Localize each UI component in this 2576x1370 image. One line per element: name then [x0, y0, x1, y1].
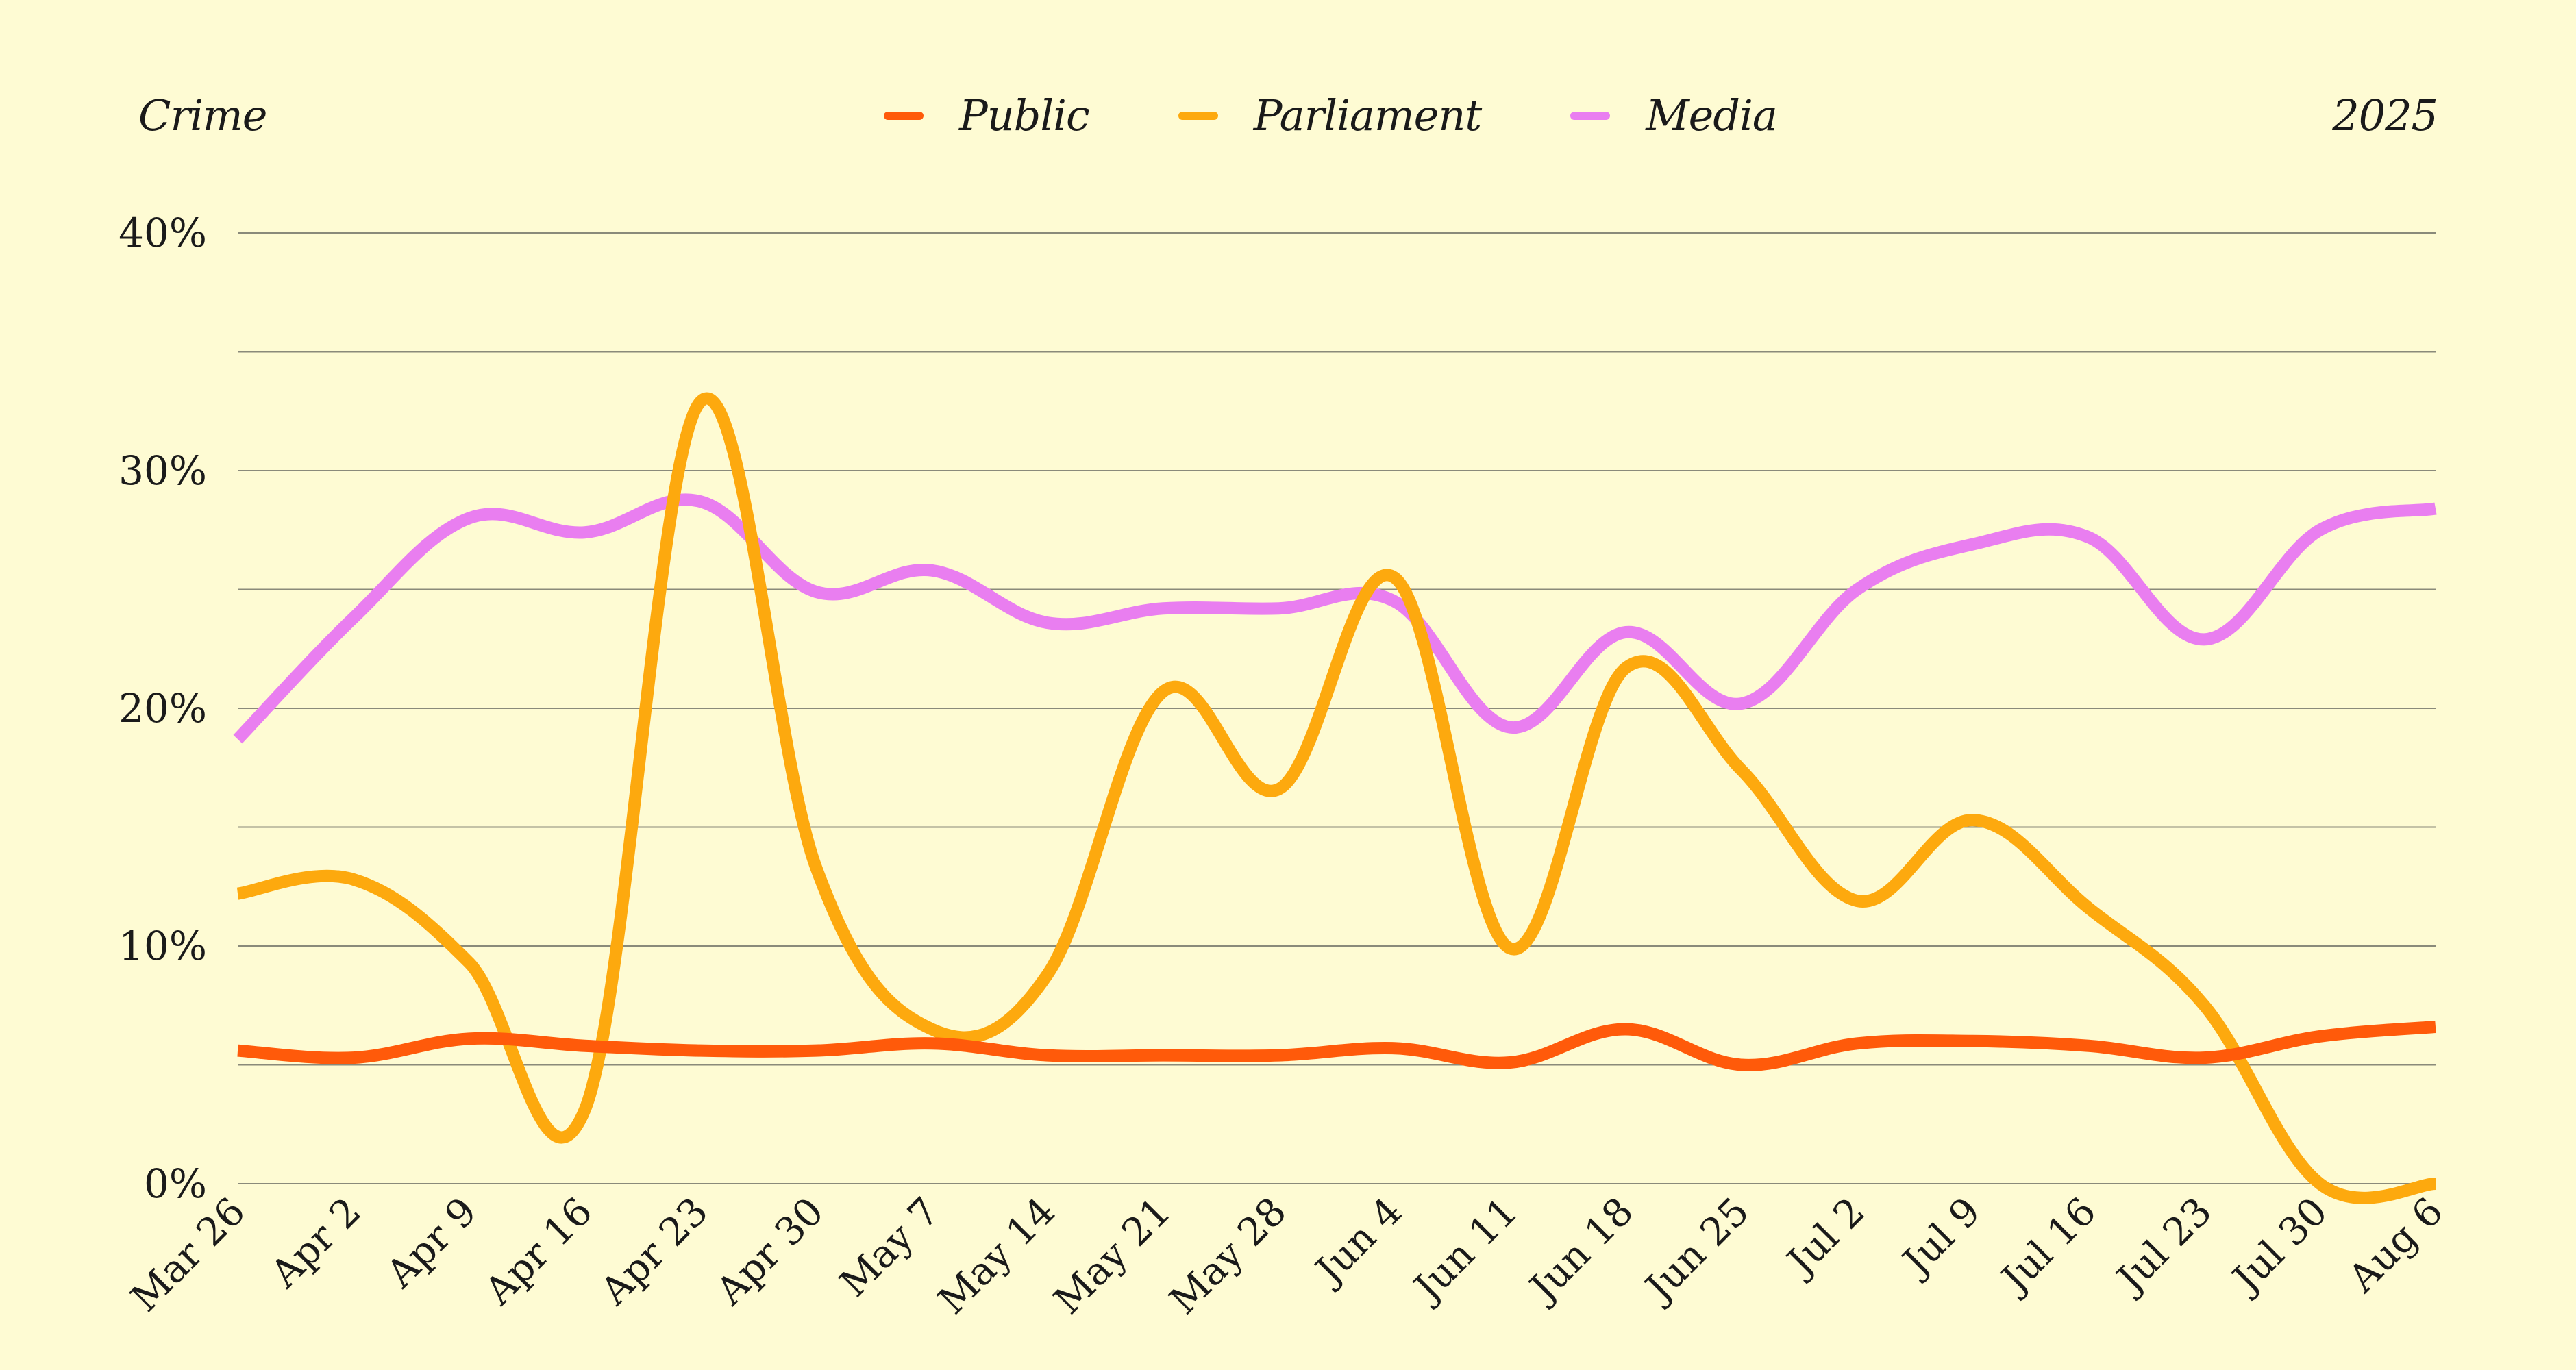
x-tick-label: Jul 23: [2107, 1189, 2221, 1304]
x-tick-label: May 28: [1161, 1189, 1295, 1323]
x-tick-label: May 7: [832, 1189, 948, 1306]
legend-label-media: Media: [1646, 90, 1778, 140]
x-tick-label: Apr 9: [377, 1189, 485, 1297]
gridlines: [238, 232, 2436, 1184]
x-tick-label: Apr 16: [476, 1189, 602, 1315]
x-tick-label: Jun 18: [1520, 1189, 1642, 1312]
x-tick-label: Mar 26: [123, 1189, 254, 1321]
y-tick-label: 20%: [119, 685, 207, 732]
legend-swatch-parliament: [1178, 111, 1218, 120]
x-tick-label: Apr 30: [708, 1189, 833, 1315]
x-tick-label: Apr 23: [592, 1189, 717, 1315]
x-tick-label: Jul 2: [1776, 1189, 1873, 1286]
x-tick-label: Jul 9: [1892, 1189, 1989, 1286]
series-line-public: [237, 1021, 2436, 1071]
legend-item-media[interactable]: Media: [1570, 90, 1778, 140]
x-tick-label: Jun 4: [1305, 1189, 1411, 1295]
y-axis-ticks: 0% 10% 20% 30% 40%: [119, 210, 207, 1207]
chart-year: 2025: [2332, 90, 2438, 140]
legend-swatch-media: [1570, 111, 1611, 120]
series-lines: [233, 392, 2437, 1204]
series-line-parliament: [236, 392, 2436, 1204]
x-tick-label: Jun 25: [1635, 1189, 1757, 1312]
legend-label-public: Public: [959, 90, 1090, 140]
x-tick-label: Jun 11: [1404, 1189, 1526, 1312]
legend-swatch-public: [884, 111, 924, 120]
legend-item-public[interactable]: Public: [884, 90, 1090, 140]
x-tick-label: Apr 2: [262, 1189, 369, 1297]
x-tick-label: Jul 30: [2222, 1189, 2337, 1304]
series-line-media: [233, 493, 2437, 744]
y-tick-label: 10%: [119, 923, 207, 969]
y-tick-label: 40%: [119, 210, 207, 256]
x-tick-label: Jul 16: [1991, 1189, 2105, 1304]
x-tick-label: May 14: [930, 1189, 1063, 1323]
y-tick-label: 0%: [144, 1160, 207, 1207]
y-tick-label: 30%: [119, 447, 207, 494]
chart-topic: Crime: [138, 90, 267, 140]
x-tick-label: Aug 6: [2340, 1189, 2452, 1302]
legend: Public Parliament Media: [884, 90, 1866, 140]
legend-label-parliament: Parliament: [1253, 90, 1482, 140]
x-tick-label: May 21: [1045, 1189, 1179, 1323]
legend-item-parliament[interactable]: Parliament: [1178, 90, 1482, 140]
